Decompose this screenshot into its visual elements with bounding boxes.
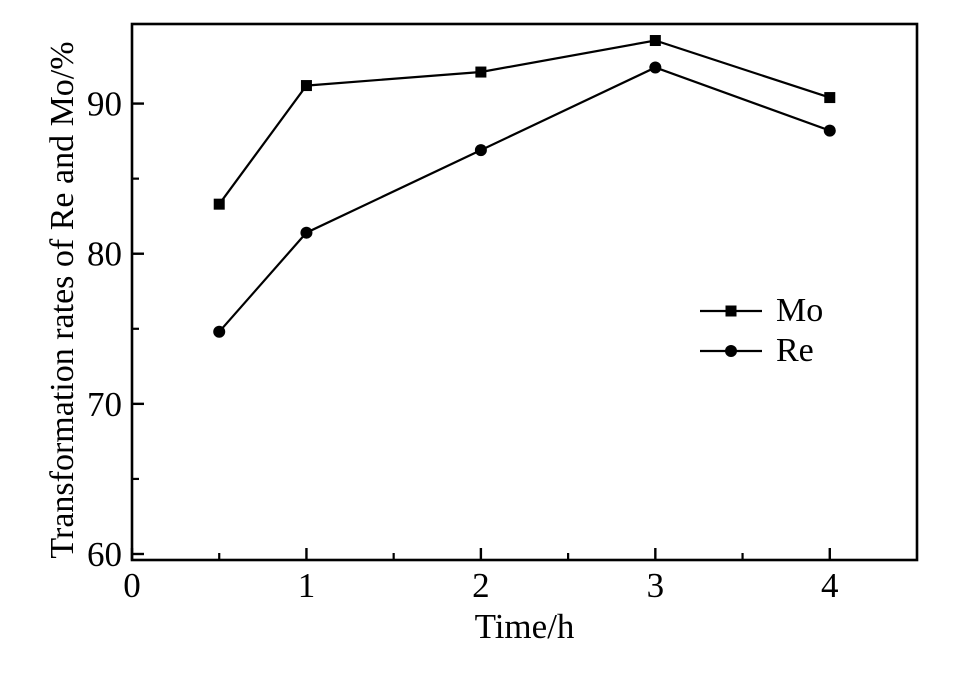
data-point-re — [823, 124, 836, 137]
data-point-re — [213, 325, 226, 338]
data-point-mo — [475, 66, 487, 78]
data-point-mo — [300, 80, 312, 92]
legend-key-marker-mo — [725, 305, 737, 317]
data-point-mo — [649, 35, 661, 47]
x-tick-label: 2 — [472, 566, 490, 605]
y-tick-label: 70 — [87, 385, 122, 424]
data-point-mo — [213, 198, 225, 210]
legend-key-marker-re — [725, 345, 737, 357]
x-tick-label: 0 — [123, 566, 141, 605]
data-point-re — [649, 61, 662, 74]
data-point-re — [474, 144, 487, 157]
re-series-key-icon — [700, 345, 762, 357]
x-tick-label: 3 — [647, 566, 665, 605]
series-line-mo — [218, 39, 831, 205]
x-tick-label: 4 — [821, 566, 839, 605]
mo-series-key-icon — [700, 305, 762, 317]
legend-item-mo: Mo — [698, 291, 823, 331]
y-axis-title: Transformation rates of Re and Mo/% — [44, 41, 81, 559]
y-tick-label: 90 — [87, 85, 122, 124]
x-axis-title: Time/h — [474, 607, 575, 646]
y-tick-label: 80 — [87, 235, 122, 274]
data-point-re — [300, 226, 313, 239]
legend-item-re: Re — [698, 331, 823, 371]
x-tick-label: 1 — [298, 566, 316, 605]
data-point-mo — [824, 92, 836, 104]
legend-label-mo: Mo — [776, 292, 824, 329]
plot-frame — [130, 22, 919, 562]
y-tick-label: 60 — [87, 535, 122, 574]
legend: Mo Re — [698, 291, 823, 371]
legend-label-re: Re — [776, 332, 814, 369]
